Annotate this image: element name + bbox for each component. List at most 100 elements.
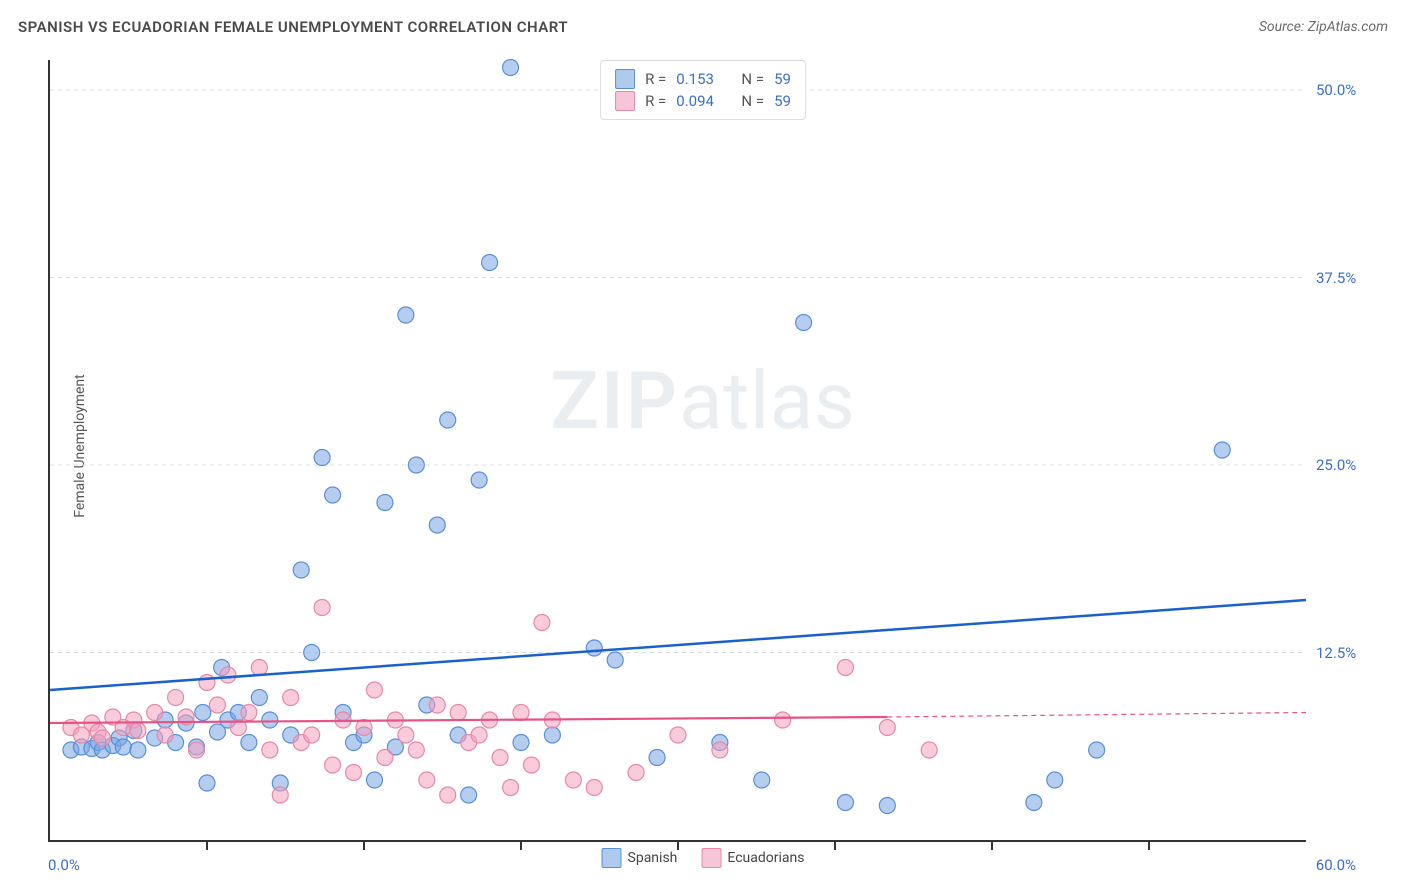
data-point bbox=[429, 517, 445, 533]
data-point bbox=[199, 775, 215, 791]
data-point bbox=[429, 697, 445, 713]
data-point bbox=[199, 675, 215, 691]
data-point bbox=[346, 765, 362, 781]
data-point bbox=[607, 652, 623, 668]
data-point bbox=[586, 780, 602, 796]
data-point bbox=[461, 787, 477, 803]
data-point bbox=[440, 412, 456, 428]
data-point bbox=[377, 495, 393, 511]
data-point bbox=[775, 712, 791, 728]
data-point bbox=[1026, 795, 1042, 811]
data-point bbox=[94, 730, 110, 746]
data-point bbox=[209, 697, 225, 713]
series-legend: Spanish Ecuadorians bbox=[602, 848, 805, 868]
data-point bbox=[366, 682, 382, 698]
data-point bbox=[304, 645, 320, 661]
legend-swatch bbox=[615, 91, 635, 111]
data-point bbox=[1214, 442, 1230, 458]
legend-label: Ecuadorians bbox=[727, 850, 804, 866]
correlation-row: R = 0.153 N = 59 bbox=[615, 69, 791, 89]
data-point bbox=[754, 772, 770, 788]
data-point bbox=[251, 660, 267, 676]
legend-item: Spanish bbox=[602, 848, 678, 868]
legend-swatch bbox=[701, 848, 721, 868]
data-point bbox=[168, 690, 184, 706]
data-point bbox=[325, 757, 341, 773]
n-value: 59 bbox=[774, 70, 791, 88]
data-point bbox=[544, 727, 560, 743]
y-tick-label: 50.0% bbox=[1316, 81, 1386, 99]
data-point bbox=[921, 742, 937, 758]
r-value: 0.153 bbox=[676, 70, 714, 88]
data-point bbox=[534, 615, 550, 631]
data-point bbox=[241, 735, 257, 751]
r-value: 0.094 bbox=[676, 92, 714, 110]
data-point bbox=[115, 739, 131, 755]
data-point bbox=[157, 727, 173, 743]
data-point bbox=[398, 727, 414, 743]
legend-swatch bbox=[615, 69, 635, 89]
data-point bbox=[314, 600, 330, 616]
r-label: R = bbox=[645, 92, 666, 110]
data-point bbox=[377, 750, 393, 766]
data-point bbox=[147, 705, 163, 721]
data-point bbox=[649, 750, 665, 766]
n-value: 59 bbox=[774, 92, 791, 110]
y-tick-label: 12.5% bbox=[1316, 644, 1386, 662]
data-point bbox=[670, 727, 686, 743]
data-point bbox=[503, 60, 519, 76]
data-point bbox=[130, 742, 146, 758]
legend-swatch bbox=[602, 848, 622, 868]
data-point bbox=[325, 487, 341, 503]
data-point bbox=[314, 450, 330, 466]
data-point bbox=[837, 795, 853, 811]
data-point bbox=[837, 660, 853, 676]
data-point bbox=[130, 723, 146, 739]
data-point bbox=[879, 720, 895, 736]
data-point bbox=[482, 255, 498, 271]
data-point bbox=[262, 742, 278, 758]
chart-title: SPANISH VS ECUADORIAN FEMALE UNEMPLOYMEN… bbox=[18, 18, 568, 36]
data-point bbox=[471, 472, 487, 488]
data-point bbox=[523, 757, 539, 773]
data-point bbox=[220, 667, 236, 683]
x-axis-min-label: 0.0% bbox=[48, 856, 80, 874]
source-label: Source: ZipAtlas.com bbox=[1259, 19, 1388, 35]
data-point bbox=[283, 690, 299, 706]
data-point bbox=[440, 787, 456, 803]
n-label: N = bbox=[741, 92, 764, 110]
correlation-row: R = 0.094 N = 59 bbox=[615, 91, 791, 111]
data-point bbox=[1047, 772, 1063, 788]
r-label: R = bbox=[645, 70, 666, 88]
legend-label: Spanish bbox=[628, 850, 678, 866]
data-point bbox=[293, 562, 309, 578]
y-tick-label: 25.0% bbox=[1316, 456, 1386, 474]
data-point bbox=[565, 772, 581, 788]
data-point bbox=[628, 765, 644, 781]
y-tick-label: 37.5% bbox=[1316, 269, 1386, 287]
data-point bbox=[796, 315, 812, 331]
data-point bbox=[419, 772, 435, 788]
data-point bbox=[586, 640, 602, 656]
x-axis-max-label: 60.0% bbox=[1316, 856, 1356, 874]
trend-line bbox=[50, 717, 887, 723]
data-point bbox=[513, 735, 529, 751]
scatter-svg bbox=[50, 60, 1306, 840]
data-point bbox=[251, 690, 267, 706]
data-point bbox=[503, 780, 519, 796]
data-point bbox=[304, 727, 320, 743]
data-point bbox=[262, 712, 278, 728]
data-point bbox=[272, 787, 288, 803]
data-point bbox=[189, 742, 205, 758]
data-point bbox=[356, 720, 372, 736]
data-point bbox=[398, 307, 414, 323]
data-point bbox=[492, 750, 508, 766]
data-point bbox=[408, 457, 424, 473]
data-point bbox=[879, 798, 895, 814]
data-point bbox=[241, 705, 257, 721]
plot-area: 12.5%25.0%37.5%50.0% bbox=[48, 60, 1306, 842]
correlation-legend: R = 0.153 N = 59 R = 0.094 N = 59 bbox=[600, 60, 806, 120]
n-label: N = bbox=[741, 70, 764, 88]
legend-item: Ecuadorians bbox=[701, 848, 804, 868]
data-point bbox=[513, 705, 529, 721]
